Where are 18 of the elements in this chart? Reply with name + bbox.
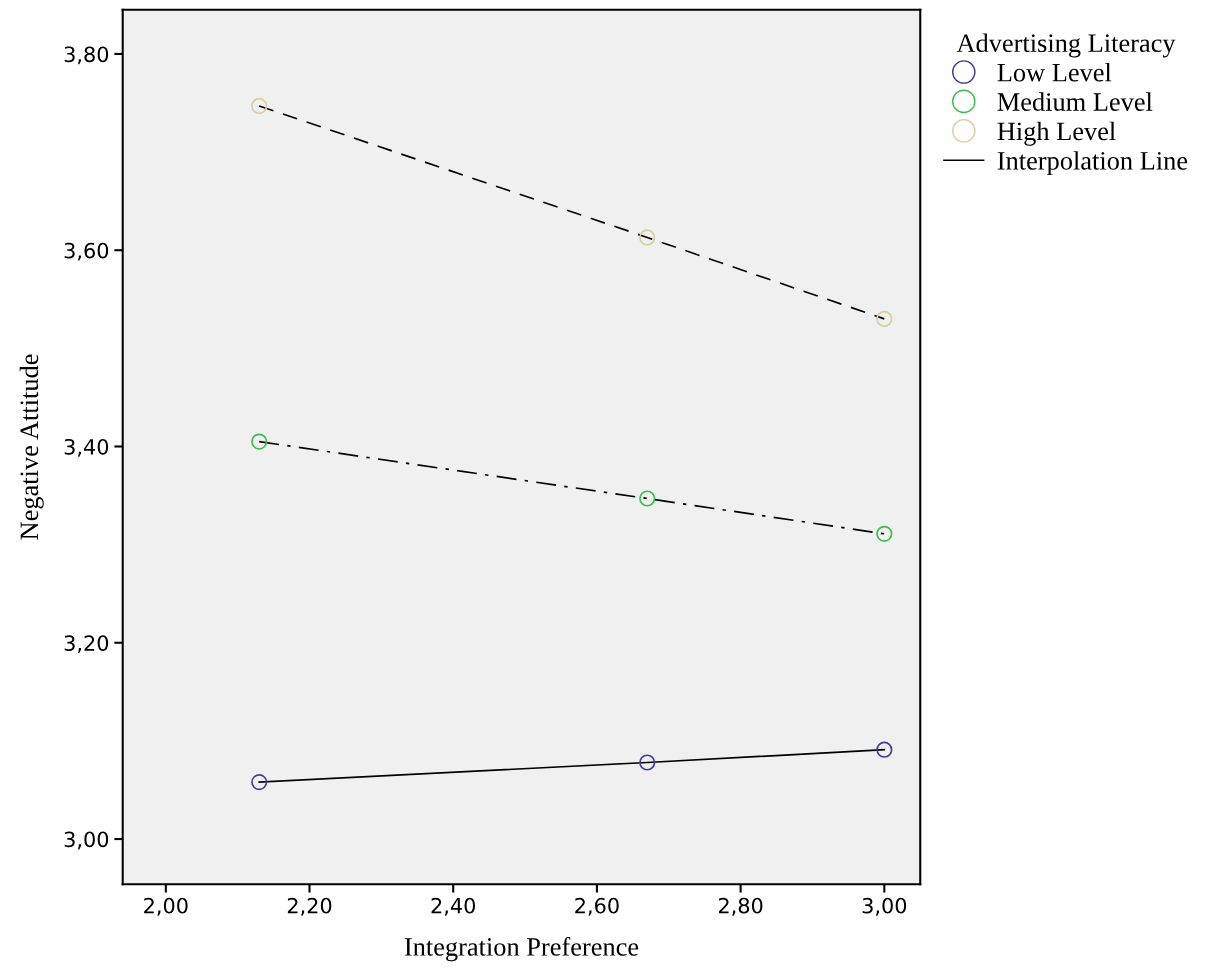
legend-title: Advertising Literacy <box>956 33 1176 58</box>
x-tick-label: 3,00 <box>862 897 907 916</box>
y-tick-label: 3,40 <box>64 438 109 457</box>
y-tick-label: 3,80 <box>64 46 109 65</box>
legend-label: Low Level <box>997 62 1112 82</box>
x-tick-label: 2,40 <box>431 897 476 916</box>
y-axis-title: Negative Attitude <box>19 354 44 540</box>
y-tick-label: 3,60 <box>64 242 109 261</box>
legend-label: Medium Level <box>997 92 1153 111</box>
y-tick-label: 3,20 <box>64 635 109 654</box>
x-tick-label: 2,80 <box>718 897 763 916</box>
x-tick-label: 2,20 <box>287 897 332 916</box>
x-tick-label: 2,00 <box>144 897 188 916</box>
legend-label: High Level <box>997 121 1116 146</box>
x-tick-label: 2,60 <box>575 897 619 916</box>
legend-label: Interpolation Line <box>997 151 1188 176</box>
x-axis-title: Integration Preference <box>404 936 639 962</box>
y-tick-label: 3,00 <box>64 831 109 850</box>
